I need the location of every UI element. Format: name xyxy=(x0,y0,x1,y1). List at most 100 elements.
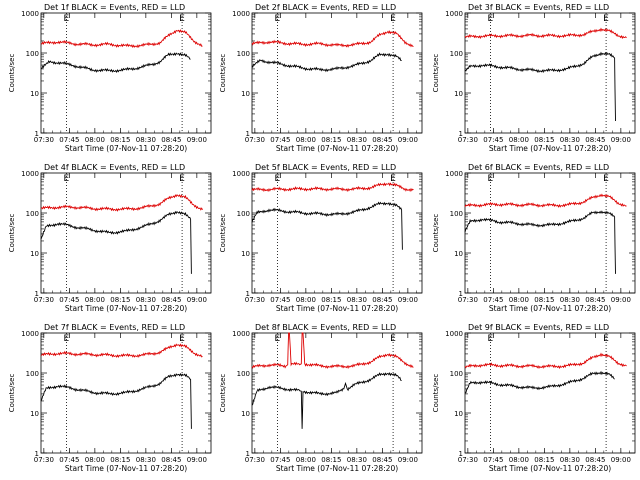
x-tick-label: 07:30 xyxy=(458,136,478,144)
x-tick-label: 08:45 xyxy=(161,296,181,304)
x-tick-label: 08:00 xyxy=(296,296,316,304)
x-tick-label: 08:45 xyxy=(585,136,605,144)
y-tick-label: 1000 xyxy=(232,330,250,338)
x-tick-label: 09:00 xyxy=(398,136,418,144)
plot-frame xyxy=(40,332,212,454)
detector-panel-1: Det 1f BLACK = Events, RED = LLD 1 10 100 10… xyxy=(8,3,212,153)
plot-frame xyxy=(251,332,423,454)
x-tick-label: 08:45 xyxy=(585,296,605,304)
plot-frame xyxy=(464,172,636,294)
x-tick-label: 07:45 xyxy=(483,456,503,464)
y-tick-label: 10 xyxy=(241,90,250,98)
event-marker-label: E xyxy=(64,14,70,24)
x-tick-label: 09:00 xyxy=(611,296,631,304)
x-axis-label: Start Time (07-Nov-11 07:28:20) xyxy=(276,464,398,473)
event-marker-label: E xyxy=(275,174,281,184)
x-tick-label: 07:45 xyxy=(59,456,79,464)
y-tick-label: 1000 xyxy=(21,170,39,178)
y-tick-label: 10 xyxy=(454,250,463,258)
x-axis-label: Start Time (07-Nov-11 07:28:20) xyxy=(489,464,611,473)
event-marker-label: E xyxy=(390,14,396,24)
detector-panel-6: Det 6f BLACK = Events, RED = LLD 1 10 100 10… xyxy=(432,163,636,313)
x-tick-label: 07:45 xyxy=(270,136,290,144)
x-tick-label: 08:45 xyxy=(161,136,181,144)
x-axis-label: Start Time (07-Nov-11 07:28:20) xyxy=(276,304,398,313)
y-axis-label: Counts/sec xyxy=(432,214,440,253)
y-axis-label: Counts/sec xyxy=(8,374,16,413)
x-tick-label: 08:15 xyxy=(110,136,130,144)
x-tick-label: 08:00 xyxy=(85,136,105,144)
event-marker-label: E xyxy=(603,174,609,184)
detector-panel-9: Det 9f BLACK = Events, RED = LLD 1 10 100 10… xyxy=(432,323,636,473)
x-tick-label: 07:45 xyxy=(59,136,79,144)
panel-title: Det 2f BLACK = Events, RED = LLD xyxy=(255,3,396,12)
x-tick-label: 08:30 xyxy=(560,296,580,304)
panel-title: Det 9f BLACK = Events, RED = LLD xyxy=(468,323,609,332)
plot-frame xyxy=(40,172,212,294)
x-tick-label: 08:15 xyxy=(534,456,554,464)
y-tick-label: 1000 xyxy=(445,170,463,178)
y-tick-label: 1000 xyxy=(445,10,463,18)
x-tick-label: 08:45 xyxy=(372,136,392,144)
x-tick-label: 07:45 xyxy=(59,296,79,304)
event-marker-label: E xyxy=(603,14,609,24)
detector-panel-4: Det 4f BLACK = Events, RED = LLD 1 10 100 10… xyxy=(8,163,212,313)
x-tick-label: 08:15 xyxy=(321,296,341,304)
x-tick-label: 09:00 xyxy=(398,456,418,464)
x-tick-label: 08:30 xyxy=(347,456,367,464)
x-axis-label: Start Time (07-Nov-11 07:28:20) xyxy=(65,304,187,313)
x-axis-label: Start Time (07-Nov-11 07:28:20) xyxy=(65,464,187,473)
y-tick-label: 1000 xyxy=(232,170,250,178)
x-tick-label: 07:30 xyxy=(245,296,265,304)
y-tick-label: 100 xyxy=(450,370,463,378)
series-line-events xyxy=(40,52,191,74)
x-tick-label: 08:30 xyxy=(136,136,156,144)
panel-title: Det 4f BLACK = Events, RED = LLD xyxy=(44,163,185,172)
x-tick-label: 07:45 xyxy=(270,296,290,304)
series-line-lld xyxy=(251,30,414,48)
plot-frame xyxy=(251,172,423,294)
x-tick-label: 09:00 xyxy=(398,296,418,304)
x-tick-label: 08:15 xyxy=(534,136,554,144)
y-tick-label: 1 xyxy=(246,290,250,298)
x-tick-label: 08:00 xyxy=(509,296,529,304)
y-tick-label: 1000 xyxy=(232,10,250,18)
series-line-lld xyxy=(464,352,627,370)
series-line-events xyxy=(251,52,402,73)
event-marker-label: E xyxy=(64,334,70,344)
x-tick-label: 08:30 xyxy=(560,456,580,464)
x-tick-label: 09:00 xyxy=(187,136,207,144)
event-marker-label: E xyxy=(64,174,70,184)
x-tick-label: 08:00 xyxy=(85,296,105,304)
series-line-lld xyxy=(251,182,414,192)
y-axis-label: Counts/sec xyxy=(219,54,227,93)
panel-title: Det 8f BLACK = Events, RED = LLD xyxy=(255,323,396,332)
x-tick-label: 08:45 xyxy=(372,296,392,304)
x-tick-label: 08:00 xyxy=(296,456,316,464)
detector-panel-7: Det 7f BLACK = Events, RED = LLD 1 10 100 10… xyxy=(8,323,212,473)
y-tick-label: 10 xyxy=(454,90,463,98)
event-marker-label: E xyxy=(390,174,396,184)
x-tick-label: 08:00 xyxy=(296,136,316,144)
y-tick-label: 10 xyxy=(241,410,250,418)
y-tick-label: 100 xyxy=(450,50,463,58)
x-tick-label: 08:15 xyxy=(110,456,130,464)
y-tick-label: 1 xyxy=(459,450,463,458)
x-tick-label: 08:00 xyxy=(85,456,105,464)
y-tick-label: 100 xyxy=(26,50,39,58)
y-tick-label: 100 xyxy=(26,370,39,378)
series-line-events xyxy=(464,370,615,394)
series-line-events xyxy=(40,210,192,274)
series-line-events xyxy=(464,51,616,122)
x-tick-label: 07:30 xyxy=(34,456,54,464)
plot-frame xyxy=(464,12,636,134)
event-marker-label: E xyxy=(179,334,185,344)
x-tick-label: 07:30 xyxy=(245,456,265,464)
y-tick-label: 100 xyxy=(237,370,250,378)
series-line-lld xyxy=(251,332,414,369)
y-axis-label: Counts/sec xyxy=(432,54,440,93)
y-tick-label: 1 xyxy=(459,130,463,138)
x-tick-label: 08:45 xyxy=(372,456,392,464)
x-tick-label: 07:30 xyxy=(34,296,54,304)
